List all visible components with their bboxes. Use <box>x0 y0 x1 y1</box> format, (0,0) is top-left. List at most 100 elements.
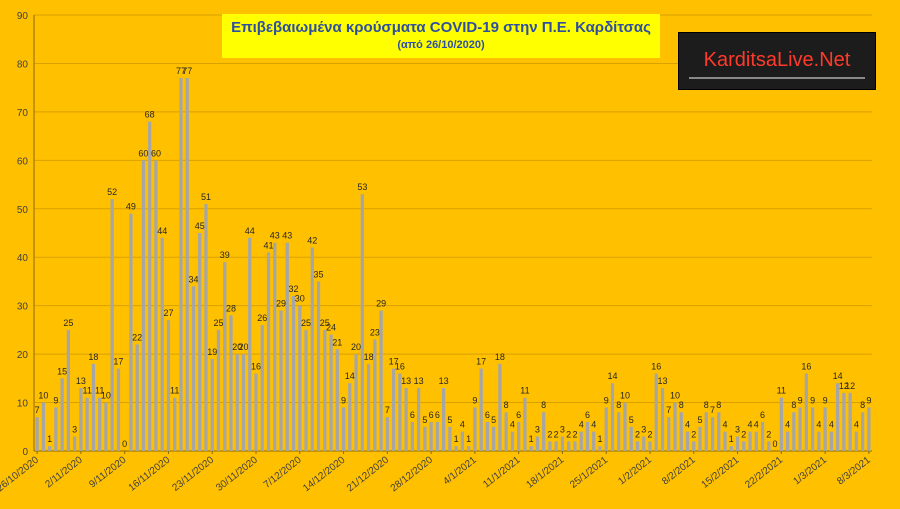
bar <box>667 417 671 451</box>
data-label: 11 <box>777 386 786 396</box>
x-tick-label: 1/3/2021 <box>791 454 829 487</box>
bar <box>679 412 683 451</box>
data-label: 11 <box>520 386 529 396</box>
bar <box>542 412 546 451</box>
data-label: 18 <box>364 352 374 362</box>
x-tick-label: 25/1/2021 <box>568 454 610 490</box>
bar <box>567 441 571 451</box>
bar <box>341 407 346 451</box>
bar <box>760 421 765 451</box>
bar <box>867 407 871 451</box>
bar <box>48 446 52 451</box>
bar <box>366 363 371 451</box>
y-tick-label: 60 <box>17 156 29 167</box>
data-label: 3 <box>735 424 740 434</box>
data-label: 11 <box>170 386 179 396</box>
bar <box>273 242 277 451</box>
bar <box>448 426 452 451</box>
data-label: 43 <box>282 231 292 241</box>
data-label: 20 <box>351 342 361 352</box>
y-tick-label: 20 <box>17 350 29 361</box>
data-label: 3 <box>72 424 77 434</box>
data-label: 68 <box>145 110 155 120</box>
data-label: 4 <box>754 420 759 430</box>
bar <box>685 431 690 451</box>
data-label: 10 <box>670 391 680 401</box>
bar <box>523 397 527 451</box>
data-label: 43 <box>270 231 280 241</box>
data-label: 2 <box>766 429 771 439</box>
data-label: 6 <box>516 410 521 420</box>
y-tick-label: 50 <box>17 205 29 216</box>
data-label: 18 <box>88 352 98 362</box>
data-label: 42 <box>307 236 317 246</box>
bar <box>717 412 721 451</box>
bar <box>610 383 615 451</box>
bar <box>298 305 302 451</box>
data-label: 35 <box>314 269 324 279</box>
bar <box>629 426 633 451</box>
data-label: 29 <box>276 299 286 309</box>
bar <box>454 446 458 451</box>
bar <box>754 431 758 451</box>
data-label: 53 <box>357 182 367 192</box>
bar <box>266 252 271 451</box>
x-tick-label: 7/12/2020 <box>262 454 304 490</box>
bar <box>304 329 308 451</box>
data-label: 1 <box>466 434 471 444</box>
data-label: 6 <box>429 410 434 420</box>
data-label: 7 <box>35 405 40 415</box>
y-tick-label: 80 <box>17 59 29 70</box>
chart-title-box: Επιβεβαιωμένα κρούσματα COVID-19 στην Π.… <box>222 14 660 58</box>
data-label: 2 <box>691 429 696 439</box>
data-label: 14 <box>607 371 617 381</box>
data-label: 18 <box>495 352 505 362</box>
bar <box>441 388 446 451</box>
x-tick-label: 15/2/2021 <box>700 454 742 490</box>
bar <box>742 441 746 451</box>
bar <box>291 295 296 451</box>
bar <box>529 446 533 451</box>
data-label: 17 <box>389 357 399 367</box>
bar <box>66 329 71 451</box>
bar <box>585 421 590 451</box>
bar <box>329 334 333 451</box>
data-label: 13 <box>657 376 667 386</box>
data-label: 4 <box>685 420 690 430</box>
data-label: 6 <box>410 410 415 420</box>
bar <box>660 388 665 451</box>
data-label: 4 <box>510 420 515 430</box>
data-label: 52 <box>107 187 117 197</box>
data-label: 11 <box>82 386 91 396</box>
data-label: 41 <box>264 240 274 250</box>
bar <box>141 160 146 452</box>
data-label: 29 <box>376 299 386 309</box>
bar <box>54 407 58 451</box>
bar <box>285 242 289 451</box>
data-label: 60 <box>138 148 148 158</box>
bar <box>316 281 321 451</box>
data-label: 4 <box>591 420 596 430</box>
bar <box>335 349 339 451</box>
data-label: 14 <box>345 371 355 381</box>
data-label: 22 <box>132 332 142 342</box>
data-label: 8 <box>504 400 509 410</box>
data-label: 8 <box>616 400 621 410</box>
bar <box>423 426 427 451</box>
bar <box>216 329 221 451</box>
data-label: 2 <box>566 429 571 439</box>
data-label: 8 <box>860 400 865 410</box>
bar <box>835 383 840 451</box>
bar <box>79 388 83 451</box>
bar <box>41 402 46 451</box>
bar <box>823 407 827 451</box>
bar <box>635 441 640 451</box>
bar <box>792 412 796 451</box>
data-label: 3 <box>535 424 540 434</box>
x-tick-label: 9/11/2020 <box>87 454 129 490</box>
bar <box>129 213 133 451</box>
bar <box>723 431 727 451</box>
data-label: 8 <box>679 400 684 410</box>
bar <box>279 310 283 451</box>
data-label: 5 <box>698 415 703 425</box>
